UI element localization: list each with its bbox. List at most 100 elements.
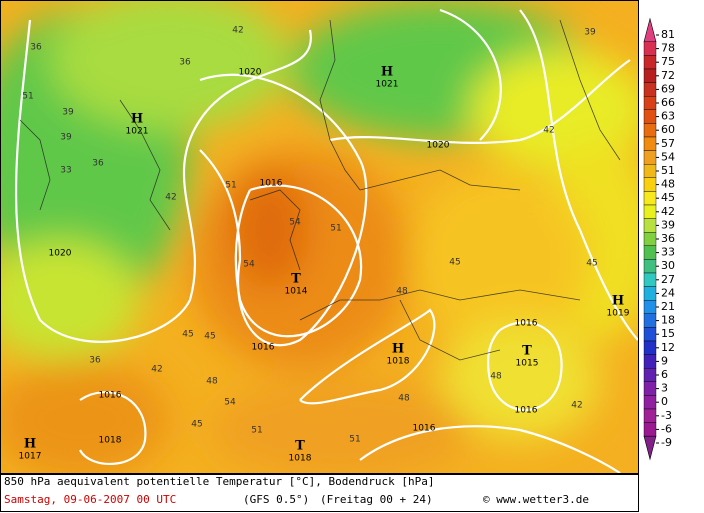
colorbar-label: 18 [661,314,675,327]
colorbar-segment [643,245,657,260]
pressure-value: 1014 [285,287,308,297]
isotherm-label: 51 [330,224,341,234]
colorbar-segment [643,327,657,342]
isotherm-label: 48 [206,377,218,387]
colorbar-label: -6 [661,422,672,435]
pressure-value: 1017 [19,452,42,462]
isotherm-label: 42 [165,193,176,203]
isobar-label: 1020 [49,249,72,259]
pressure-value: 1018 [289,454,312,464]
isotherm-label: 48 [396,287,408,297]
colorbar-label: 6 [661,368,668,381]
isotherm-label: 42 [571,401,582,411]
pressure-symbol: H [392,342,404,357]
colorbar-segment [643,340,657,355]
isotherm-label: 48 [398,394,410,404]
colorbar-segment [643,41,657,56]
colorbar-cap [643,435,657,461]
isotherm-label: 36 [89,356,101,366]
colorbar-segment [643,123,657,138]
colorbar-label: 75 [661,55,675,68]
colorbar-segment [643,259,657,274]
colorbar-segment [643,55,657,70]
colorbar-label: 12 [661,341,675,354]
colorbar-label: 27 [661,273,675,286]
colorbar-segment [643,163,657,178]
colorbar-label: 0 [661,395,668,408]
map-field [0,0,638,473]
isotherm-label: 42 [232,26,243,36]
isotherm-label: 42 [151,365,162,375]
colorbar-segment [643,408,657,423]
isobar-label: 1016 [260,179,283,189]
colorbar-segment [643,136,657,151]
colorbar-label: 9 [661,354,668,367]
isobar-label: 1018 [99,436,122,446]
pressure-symbol: H [24,437,36,452]
pressure-value: 1019 [607,309,630,319]
isotherm-label: 45 [586,259,597,269]
isobar-label: 1016 [252,343,275,353]
pressure-value: 1015 [516,359,539,369]
footer-model: (GFS 0.5°) [243,493,309,506]
isotherm-label: 39 [584,28,596,38]
isotherm-label: 51 [22,92,33,102]
isotherm-label: 36 [30,43,42,53]
pressure-symbol: H [381,65,393,80]
colorbar-segment [643,150,657,165]
colorbar-segment [643,354,657,369]
isotherm-label: 36 [179,58,191,68]
colorbar-label: 63 [661,110,675,123]
isotherm-label: 48 [490,372,502,382]
colorbar-segment [643,177,657,192]
colorbar-segment [643,272,657,287]
isotherm-label: 54 [289,218,301,228]
isotherm-label: 33 [60,166,71,176]
colorbar-label: 51 [661,164,675,177]
isotherm-label: 45 [182,330,193,340]
colorbar-segment [643,313,657,328]
colorbar-label: 81 [661,28,675,41]
colorbar-label: 24 [661,286,675,299]
isotherm-label: 54 [243,260,255,270]
isotherm-label: 39 [62,108,74,118]
colorbar-label: 33 [661,246,675,259]
colorbar-label: -9 [661,436,672,449]
isobar-label: 1016 [515,406,538,416]
colorbar-segment [643,218,657,233]
isobar-label: 1016 [515,319,538,329]
footer-credit: © www.wetter3.de [483,493,589,506]
isotherm-label: 45 [204,332,215,342]
pressure-symbol: T [295,439,305,454]
colorbar-label: 72 [661,69,675,82]
colorbar-label: 36 [661,232,675,245]
isotherm-label: 42 [543,126,554,136]
isotherm-label: 51 [349,435,360,445]
colorbar-segment [643,68,657,83]
colorbar-label: 30 [661,259,675,272]
colorbar-label: 39 [661,218,675,231]
isotherm-label: 51 [225,181,236,191]
colorbar-segment [643,231,657,246]
colorbar-segment [643,381,657,396]
isobar-label: 1016 [413,424,436,434]
pressure-symbol: H [612,294,624,309]
colorbar-segment [643,422,657,437]
colorbar-label: 60 [661,123,675,136]
colorbar-label: -3 [661,409,672,422]
colorbar-label: 54 [661,150,675,163]
colorbar-cap [643,17,657,43]
isotherm-label: 45 [449,258,460,268]
colorbar-label: 42 [661,205,675,218]
colorbar-label: 15 [661,327,675,340]
colorbar-segment [643,204,657,219]
isotherm-label: 51 [251,426,262,436]
colorbar-label: 57 [661,137,675,150]
colorbar-label: 21 [661,300,675,313]
isobar-label: 1016 [99,391,122,401]
isobar-label: 1020 [427,141,450,151]
colorbar-label: 48 [661,178,675,191]
pressure-symbol: H [131,112,143,127]
isotherm-label: 54 [224,398,236,408]
colorbar-segment [643,368,657,383]
